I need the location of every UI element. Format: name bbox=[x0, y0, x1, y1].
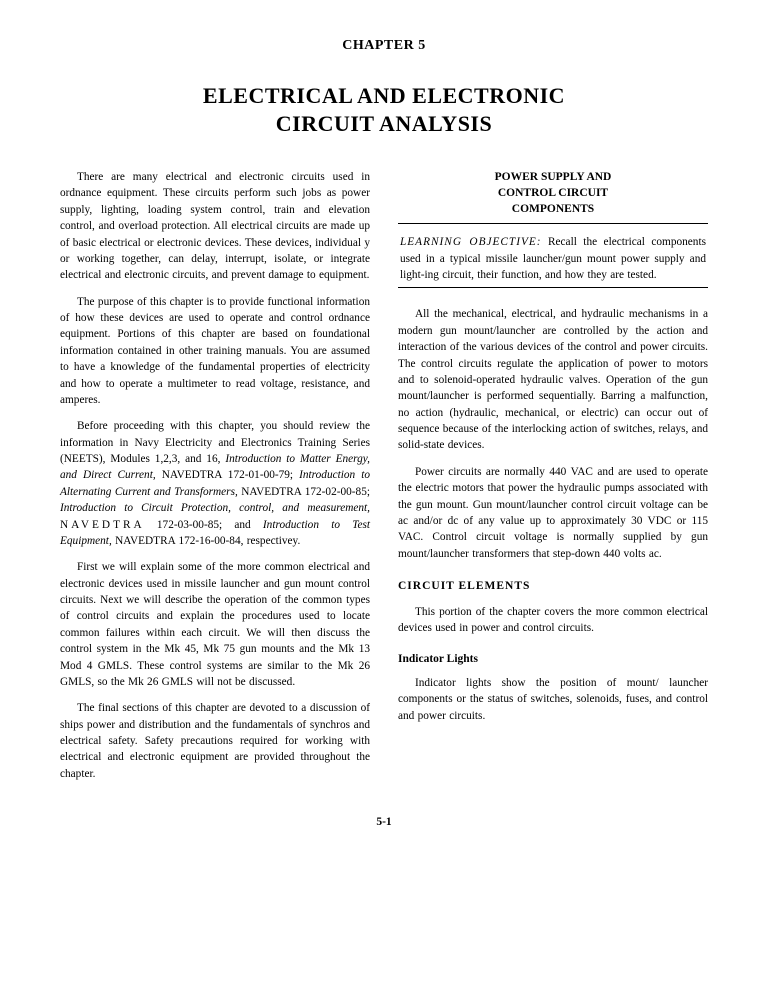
right-para-1: All the mechanical, electrical, and hydr… bbox=[398, 306, 708, 453]
p3-text2: NAVEDTRA 172-01-00-79; bbox=[156, 469, 299, 481]
right-column: POWER SUPPLY AND CONTROL CIRCUIT COMPONE… bbox=[398, 169, 708, 792]
two-column-layout: There are many electrical and electronic… bbox=[60, 169, 708, 792]
heading-line2: CONTROL CIRCUIT bbox=[498, 187, 608, 199]
divider-bottom bbox=[398, 287, 708, 288]
learning-objective: LEARNING OBJECTIVE: Recall the electrica… bbox=[398, 234, 708, 283]
p3-navedtra: NAVEDTRA bbox=[60, 519, 145, 531]
objective-label: LEARNING OBJECTIVE: bbox=[400, 236, 542, 248]
p3-title3: Introduction to Circuit Protection, cont… bbox=[60, 502, 370, 514]
p3-text5: NAVEDTRA 172-16-00-84, respectivey. bbox=[112, 535, 301, 547]
p3-text3: NAVEDTRA 172-02-00-85; bbox=[238, 486, 370, 498]
intro-para-1: There are many electrical and electronic… bbox=[60, 169, 370, 284]
divider-top bbox=[398, 223, 708, 224]
intro-para-2: The purpose of this chapter is to provid… bbox=[60, 294, 370, 409]
page-number: 5-1 bbox=[60, 816, 708, 828]
p3-text4: 172-03-00-85; and bbox=[145, 519, 263, 531]
right-para-4: Indicator lights show the position of mo… bbox=[398, 675, 708, 724]
heading-line3: COMPONENTS bbox=[512, 203, 594, 215]
chapter-title-line2: CIRCUIT ANALYSIS bbox=[276, 111, 492, 136]
left-column: There are many electrical and electronic… bbox=[60, 169, 370, 792]
intro-para-5: The final sections of this chapter are d… bbox=[60, 700, 370, 782]
heading-line1: POWER SUPPLY AND bbox=[495, 171, 612, 183]
right-para-2: Power circuits are normally 440 VAC and … bbox=[398, 464, 708, 562]
section-heading: POWER SUPPLY AND CONTROL CIRCUIT COMPONE… bbox=[398, 169, 708, 217]
circuit-elements-heading: CIRCUIT ELEMENTS bbox=[398, 580, 708, 592]
indicator-lights-heading: Indicator Lights bbox=[398, 653, 708, 665]
intro-para-4: First we will explain some of the more c… bbox=[60, 559, 370, 690]
right-para-3: This portion of the chapter covers the m… bbox=[398, 604, 708, 637]
chapter-title: ELECTRICAL AND ELECTRONIC CIRCUIT ANALYS… bbox=[60, 82, 708, 137]
chapter-title-line1: ELECTRICAL AND ELECTRONIC bbox=[203, 83, 565, 108]
chapter-label: CHAPTER 5 bbox=[60, 38, 708, 54]
intro-para-3: Before proceeding with this chapter, you… bbox=[60, 418, 370, 549]
